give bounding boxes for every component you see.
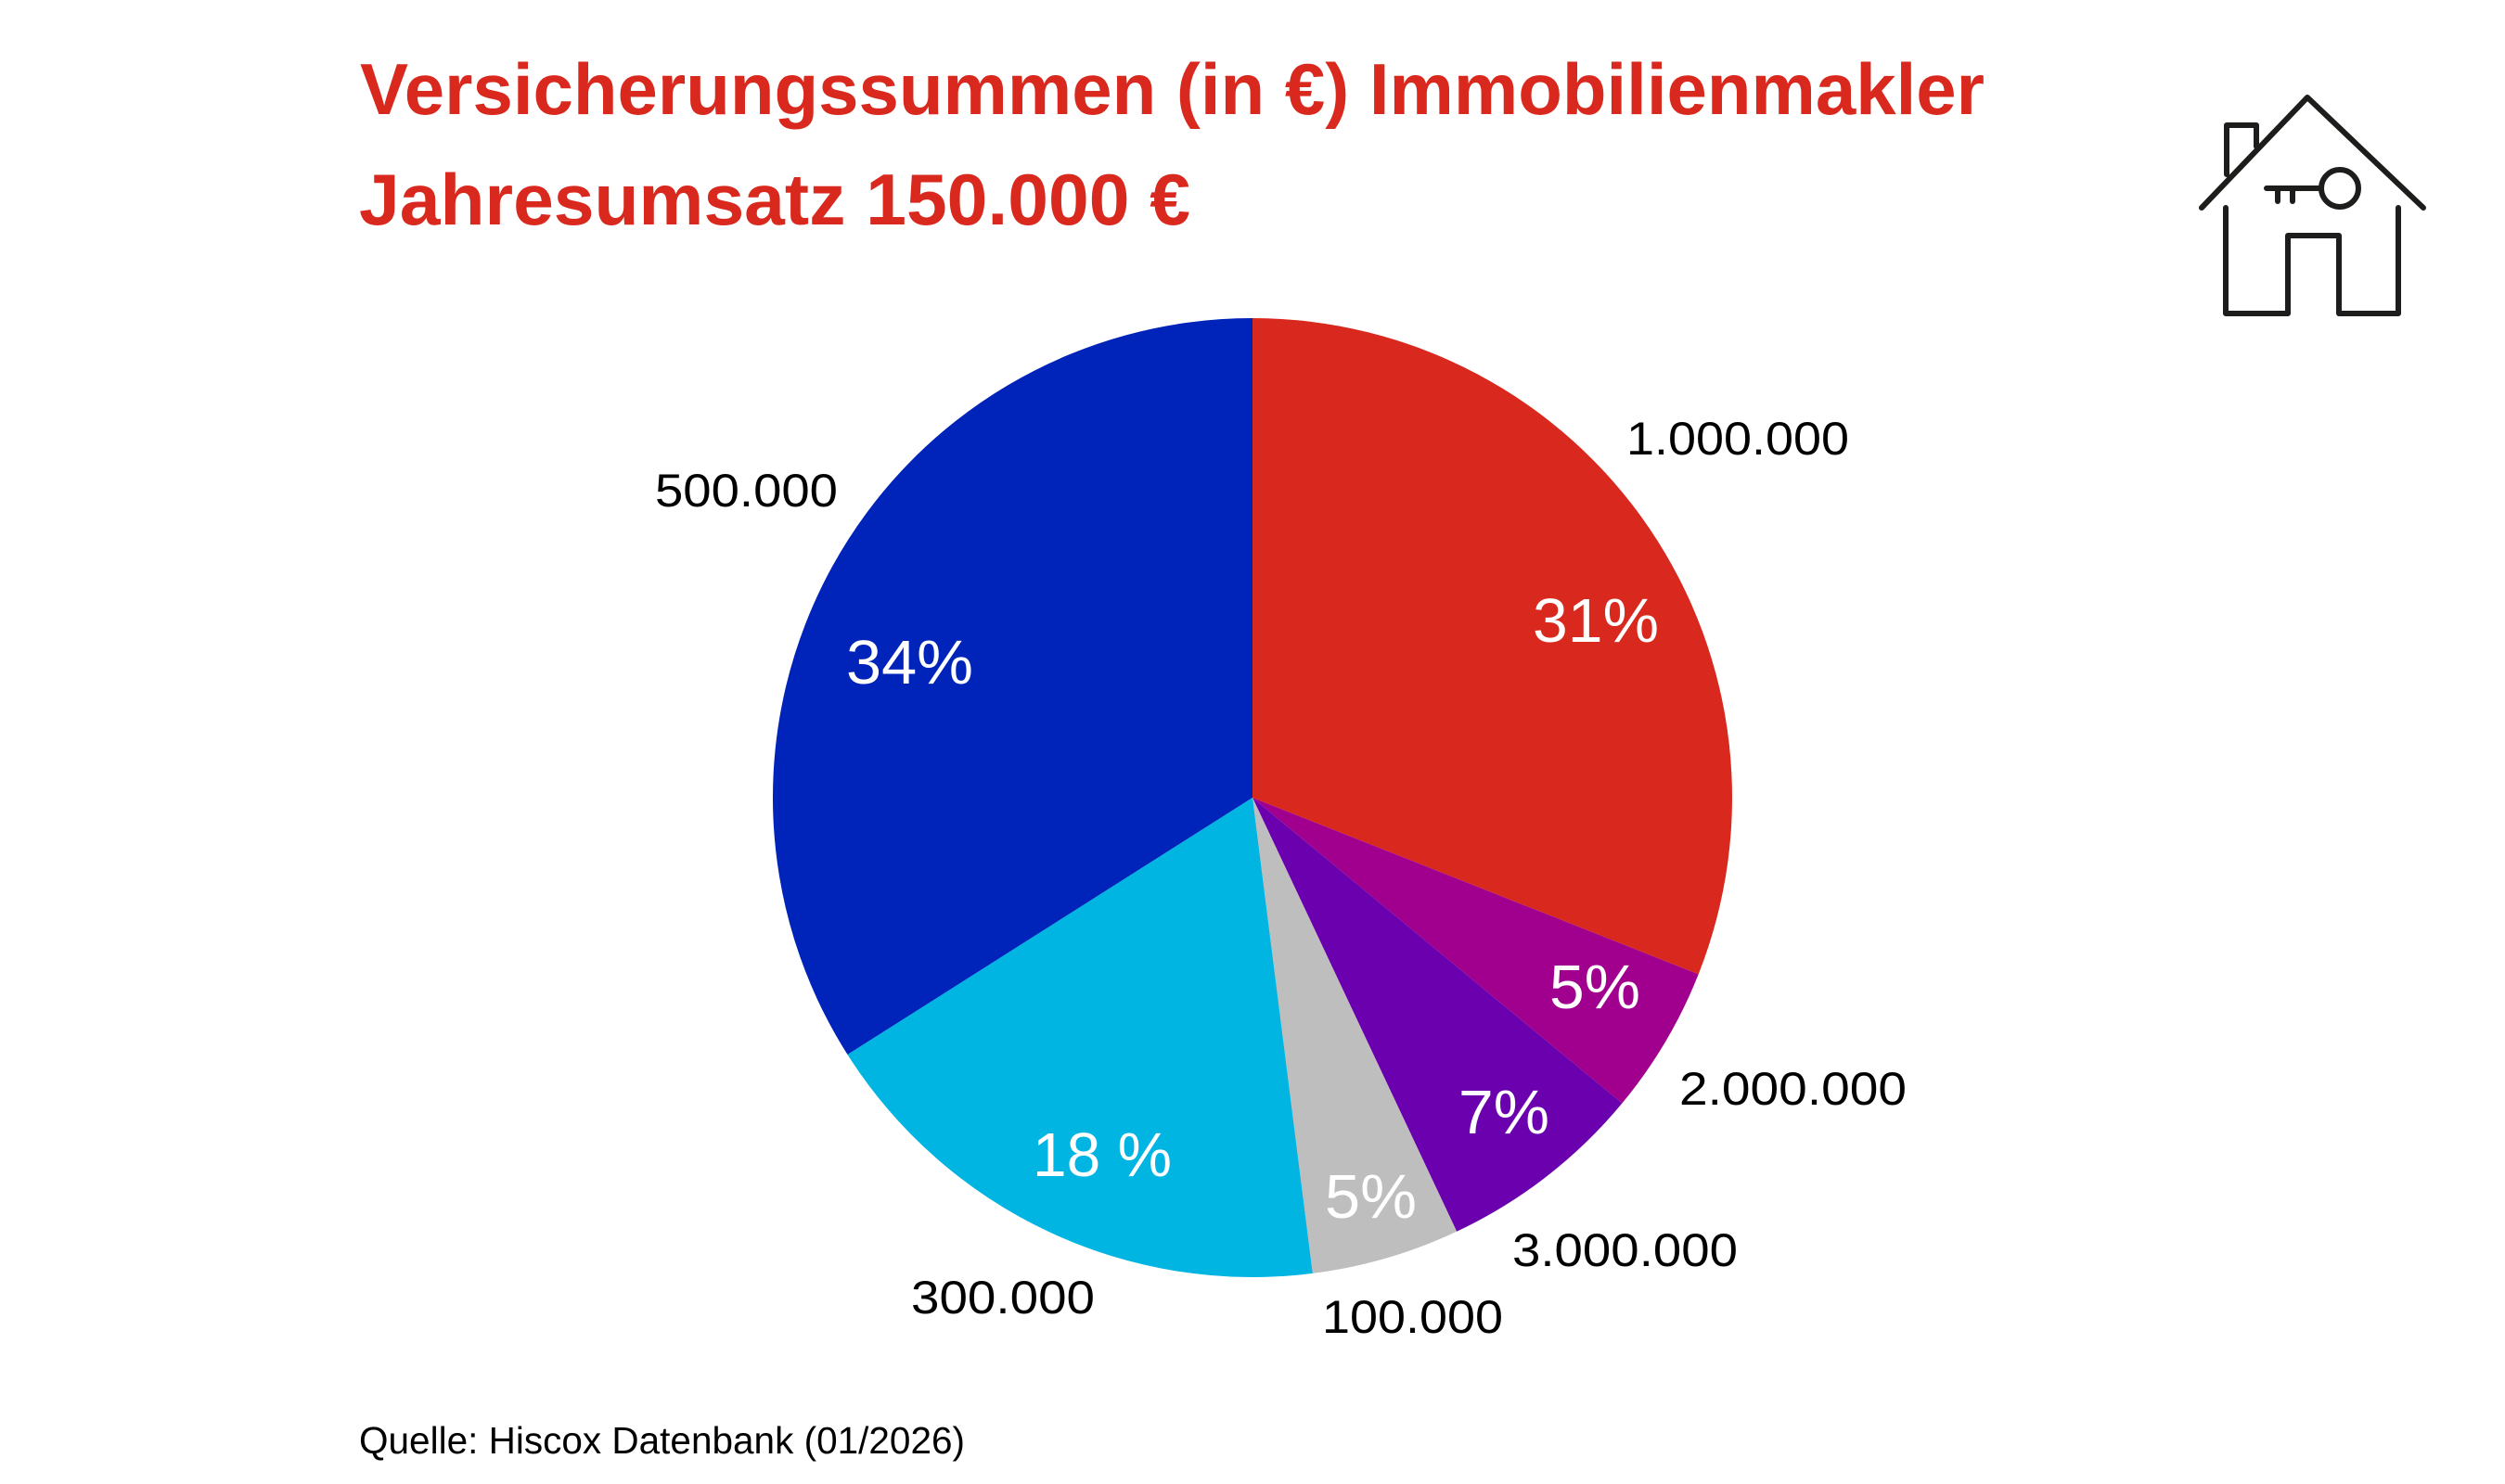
chart-title: Versicherungssummen (in €) Immobilienmak… — [359, 48, 1985, 240]
category-label-500000: 500.000 — [655, 465, 838, 517]
pie-slice-2000000 — [1252, 798, 1699, 1104]
pie-slice-1000000 — [1252, 318, 1732, 975]
percentage-labels: 31% 5% 7% 5% 18 % 34% — [846, 586, 1659, 1232]
category-label-3000000: 3.000.000 — [1512, 1224, 1738, 1276]
category-labels: 1.000.000 2.000.000 3.000.000 100.000 30… — [655, 413, 1907, 1343]
pie-slice-500000 — [772, 318, 1252, 1055]
title-line-2: Jahresumsatz 150.000 € — [359, 159, 1190, 240]
category-label-2000000: 2.000.000 — [1679, 1063, 1907, 1115]
pie-slice-100000 — [1252, 798, 1458, 1273]
percent-label-100000: 5% — [1325, 1162, 1417, 1232]
percent-label-1000000: 31% — [1533, 586, 1659, 656]
pie-chart — [772, 318, 1732, 1277]
category-label-300000: 300.000 — [911, 1272, 1095, 1324]
percent-label-300000: 18 % — [1033, 1120, 1172, 1190]
category-label-100000: 100.000 — [1322, 1291, 1503, 1343]
category-label-1000000: 1.000.000 — [1626, 413, 1849, 465]
percent-label-2000000: 5% — [1549, 953, 1640, 1022]
pie-slice-300000 — [847, 798, 1313, 1277]
house-with-key-icon — [2199, 95, 2426, 316]
percent-label-3000000: 7% — [1458, 1078, 1549, 1147]
pie-slice-3000000 — [1252, 798, 1623, 1232]
percent-label-500000: 34% — [846, 628, 973, 697]
title-line-1: Versicherungssummen (in €) Immobilienmak… — [360, 48, 1985, 130]
source-note: Quelle: Hiscox Datenbank (01/2026) — [359, 1419, 965, 1462]
